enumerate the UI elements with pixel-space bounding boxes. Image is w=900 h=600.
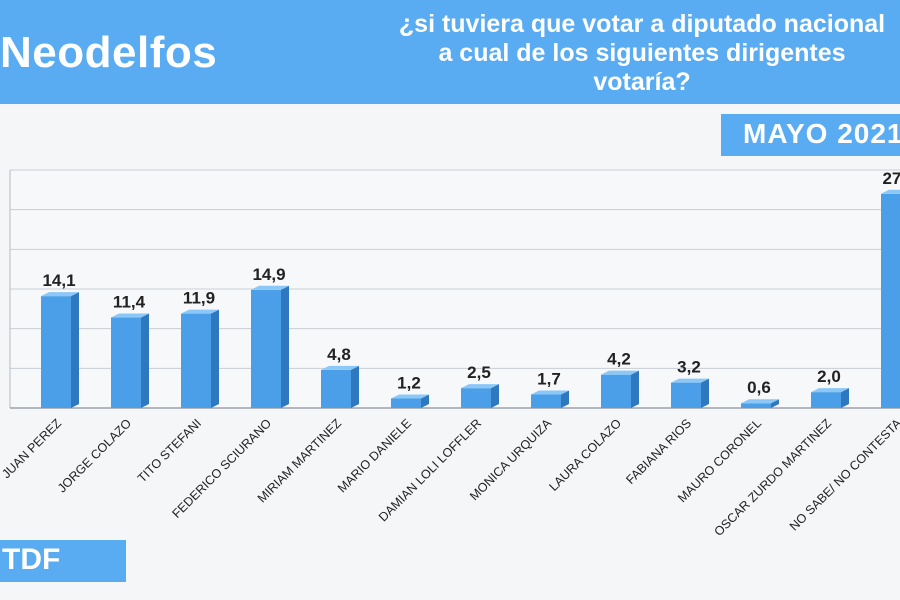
category-label: FABIANA RIOS xyxy=(623,416,694,487)
bar-side xyxy=(421,394,429,408)
bar-top xyxy=(251,285,289,290)
bar-side xyxy=(561,390,569,408)
bar xyxy=(321,369,351,408)
bar-top xyxy=(811,388,849,393)
bar-top xyxy=(111,313,149,318)
bar-chart: 14,1 JUAN PEREZ 11,4 JORGE COLAZO 11,9 TITO S… xyxy=(0,169,900,539)
bar xyxy=(671,382,701,408)
data-label: 1,7 xyxy=(537,370,561,389)
data-label: 11,9 xyxy=(183,289,215,308)
bar xyxy=(601,374,631,408)
data-label: 0,6 xyxy=(747,378,771,397)
bar-top xyxy=(601,370,639,375)
data-label: 14,9 xyxy=(252,265,285,284)
bar-top xyxy=(461,384,499,389)
bar-side xyxy=(351,365,359,408)
category-label: NO SABE/ NO CONTESTA xyxy=(787,416,900,534)
question-line-3: votaría? xyxy=(593,68,691,96)
data-label: 1,2 xyxy=(397,373,421,392)
bar xyxy=(741,403,771,408)
data-label: 2,0 xyxy=(817,367,841,386)
bar-top xyxy=(741,399,779,404)
chart-question: ¿si tuviera que votar a diputado naciona… xyxy=(262,10,900,97)
bar xyxy=(881,193,900,408)
header-banner: Neodelfos ¿si tuviera que votar a diputa… xyxy=(0,0,900,104)
bar-side xyxy=(631,370,639,408)
category-label: OSCAR ZURDO MARTINEZ xyxy=(711,416,834,539)
bar-side xyxy=(841,388,849,408)
bar-top xyxy=(531,390,569,395)
bar-top xyxy=(41,292,79,297)
category-label: MARIO DANIELE xyxy=(335,416,414,495)
footer-badge: TDF xyxy=(0,540,126,582)
date-label: MAYO 2021 xyxy=(743,118,900,149)
bar xyxy=(111,317,141,408)
footer-label: TDF xyxy=(2,543,61,576)
data-label: 4,2 xyxy=(607,350,631,369)
question-line-2: a cual de los siguientes dirigentes xyxy=(438,39,846,67)
bar-side xyxy=(141,313,149,408)
bar xyxy=(461,388,491,408)
bar-top xyxy=(321,365,359,370)
data-label: 14,1 xyxy=(42,271,75,290)
data-label: 2,5 xyxy=(467,363,491,382)
bar-side xyxy=(211,309,219,408)
data-label: 11,4 xyxy=(113,293,146,312)
bar-side xyxy=(71,292,79,408)
bar-side xyxy=(771,399,779,408)
category-label: TITO STEFANI xyxy=(135,416,204,485)
bar-side xyxy=(491,384,499,408)
brand-title: Neodelfos xyxy=(0,28,218,77)
data-label: 4,8 xyxy=(327,345,351,364)
bar xyxy=(251,289,281,408)
bar-top xyxy=(391,394,429,399)
bar xyxy=(531,394,561,408)
bar xyxy=(181,313,211,408)
bar-top xyxy=(671,378,709,383)
bar xyxy=(391,398,421,408)
bar-top xyxy=(181,309,219,314)
question-line-1: ¿si tuviera que votar a diputado naciona… xyxy=(398,10,886,38)
data-label: 3,2 xyxy=(677,358,701,377)
bar xyxy=(41,296,71,408)
date-badge: MAYO 2021 xyxy=(721,114,900,156)
bar xyxy=(811,392,841,408)
bar-side xyxy=(701,378,709,408)
data-label: 27,0 xyxy=(882,169,900,188)
category-label: JORGE COLAZO xyxy=(55,416,134,495)
category-label: LAURA COLAZO xyxy=(546,416,624,494)
category-label: JUAN PEREZ xyxy=(0,416,64,481)
bar-top xyxy=(881,189,900,194)
bar-side xyxy=(281,285,289,408)
